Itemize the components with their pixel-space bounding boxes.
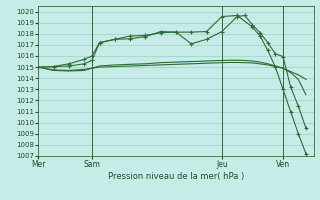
X-axis label: Pression niveau de la mer( hPa ): Pression niveau de la mer( hPa ) — [108, 172, 244, 181]
